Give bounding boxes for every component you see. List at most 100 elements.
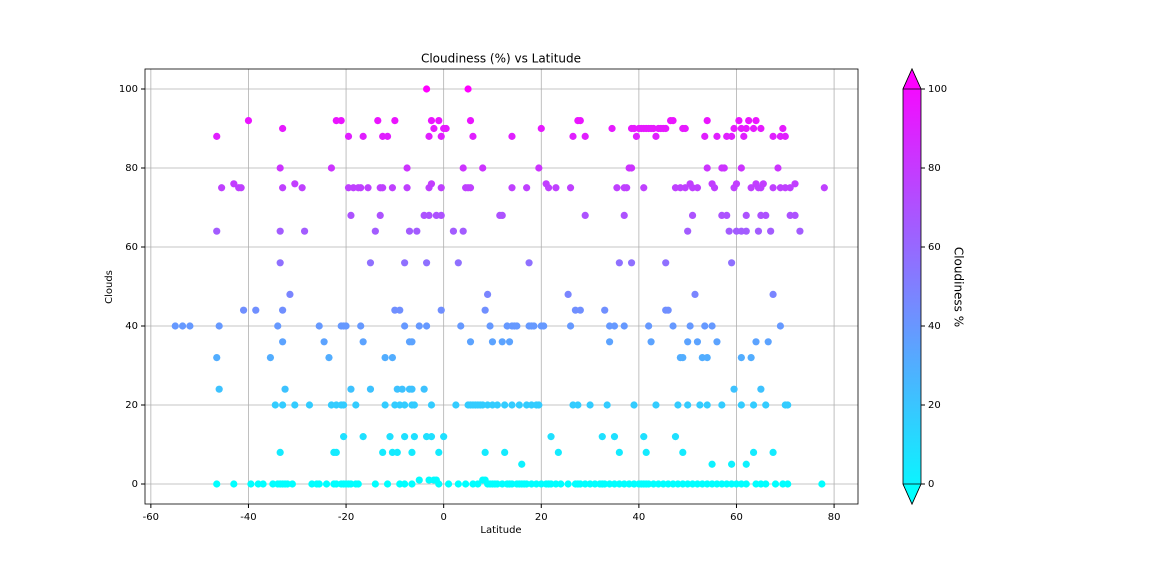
point [371,227,379,235]
point [442,124,450,133]
point [566,184,575,192]
point [505,338,514,346]
colorbar-tick-label: 100 [928,84,947,95]
point [762,211,770,219]
point [764,338,772,346]
point [498,211,506,219]
point [388,184,397,192]
point [279,184,287,192]
point [713,132,721,140]
point [427,433,436,441]
point [427,116,436,125]
point [627,259,636,267]
plot-frame [144,68,859,505]
point [581,132,589,140]
point [215,322,223,330]
point [757,124,765,133]
point [615,259,623,267]
point [276,259,284,267]
point [762,480,770,488]
y-tick-label: 0 [132,479,138,490]
point [610,433,619,441]
point [276,164,284,172]
point [601,306,609,314]
point [366,385,375,393]
point [374,116,382,125]
point [457,322,465,330]
point [703,116,711,125]
point [605,338,614,346]
colorbar [902,68,922,505]
point [279,306,287,314]
x-tick-label: 60 [730,512,743,523]
point [427,180,436,188]
point [669,322,677,330]
point [547,433,555,441]
point [488,338,497,346]
point [386,433,394,441]
point [652,132,660,140]
y-tick-label: 20 [125,400,138,411]
point [718,401,726,409]
point [769,184,777,192]
point [315,480,323,488]
point [408,338,416,346]
point [603,401,611,409]
point [244,116,253,125]
point [537,124,545,133]
point [796,227,804,235]
point [410,433,418,441]
point [703,164,711,172]
point [347,385,355,393]
point [305,401,314,409]
point [354,480,362,488]
point [564,480,572,488]
point [237,184,245,192]
point [481,448,489,457]
point [820,184,828,192]
point [620,211,628,219]
point [379,448,387,457]
point [566,322,575,330]
point [728,132,736,140]
point [508,132,516,140]
point [359,433,367,441]
point [352,401,360,409]
point [728,259,736,267]
point [767,227,775,235]
point [396,306,404,314]
point [769,290,777,299]
x-tick-label: 20 [535,512,548,523]
point [393,448,401,457]
point [454,480,462,488]
point [437,306,445,314]
point [379,184,387,192]
point [315,322,323,330]
point [347,211,355,219]
point [742,460,750,468]
point [742,211,750,219]
point [723,211,731,219]
point [708,460,716,468]
point [466,184,475,192]
point [437,184,445,192]
point [425,211,433,219]
point [598,433,606,441]
point [481,306,489,314]
x-tick-label: 0 [440,512,446,523]
point [720,164,728,172]
point [186,322,194,330]
colorbar-tick-label: 0 [928,479,934,490]
point [486,322,494,330]
point [435,448,443,457]
point [401,259,409,267]
x-tick-label: -20 [338,512,354,523]
point [740,132,748,140]
point [454,259,462,267]
point [554,448,562,457]
point [693,338,702,346]
point [274,322,282,330]
point [518,460,526,468]
